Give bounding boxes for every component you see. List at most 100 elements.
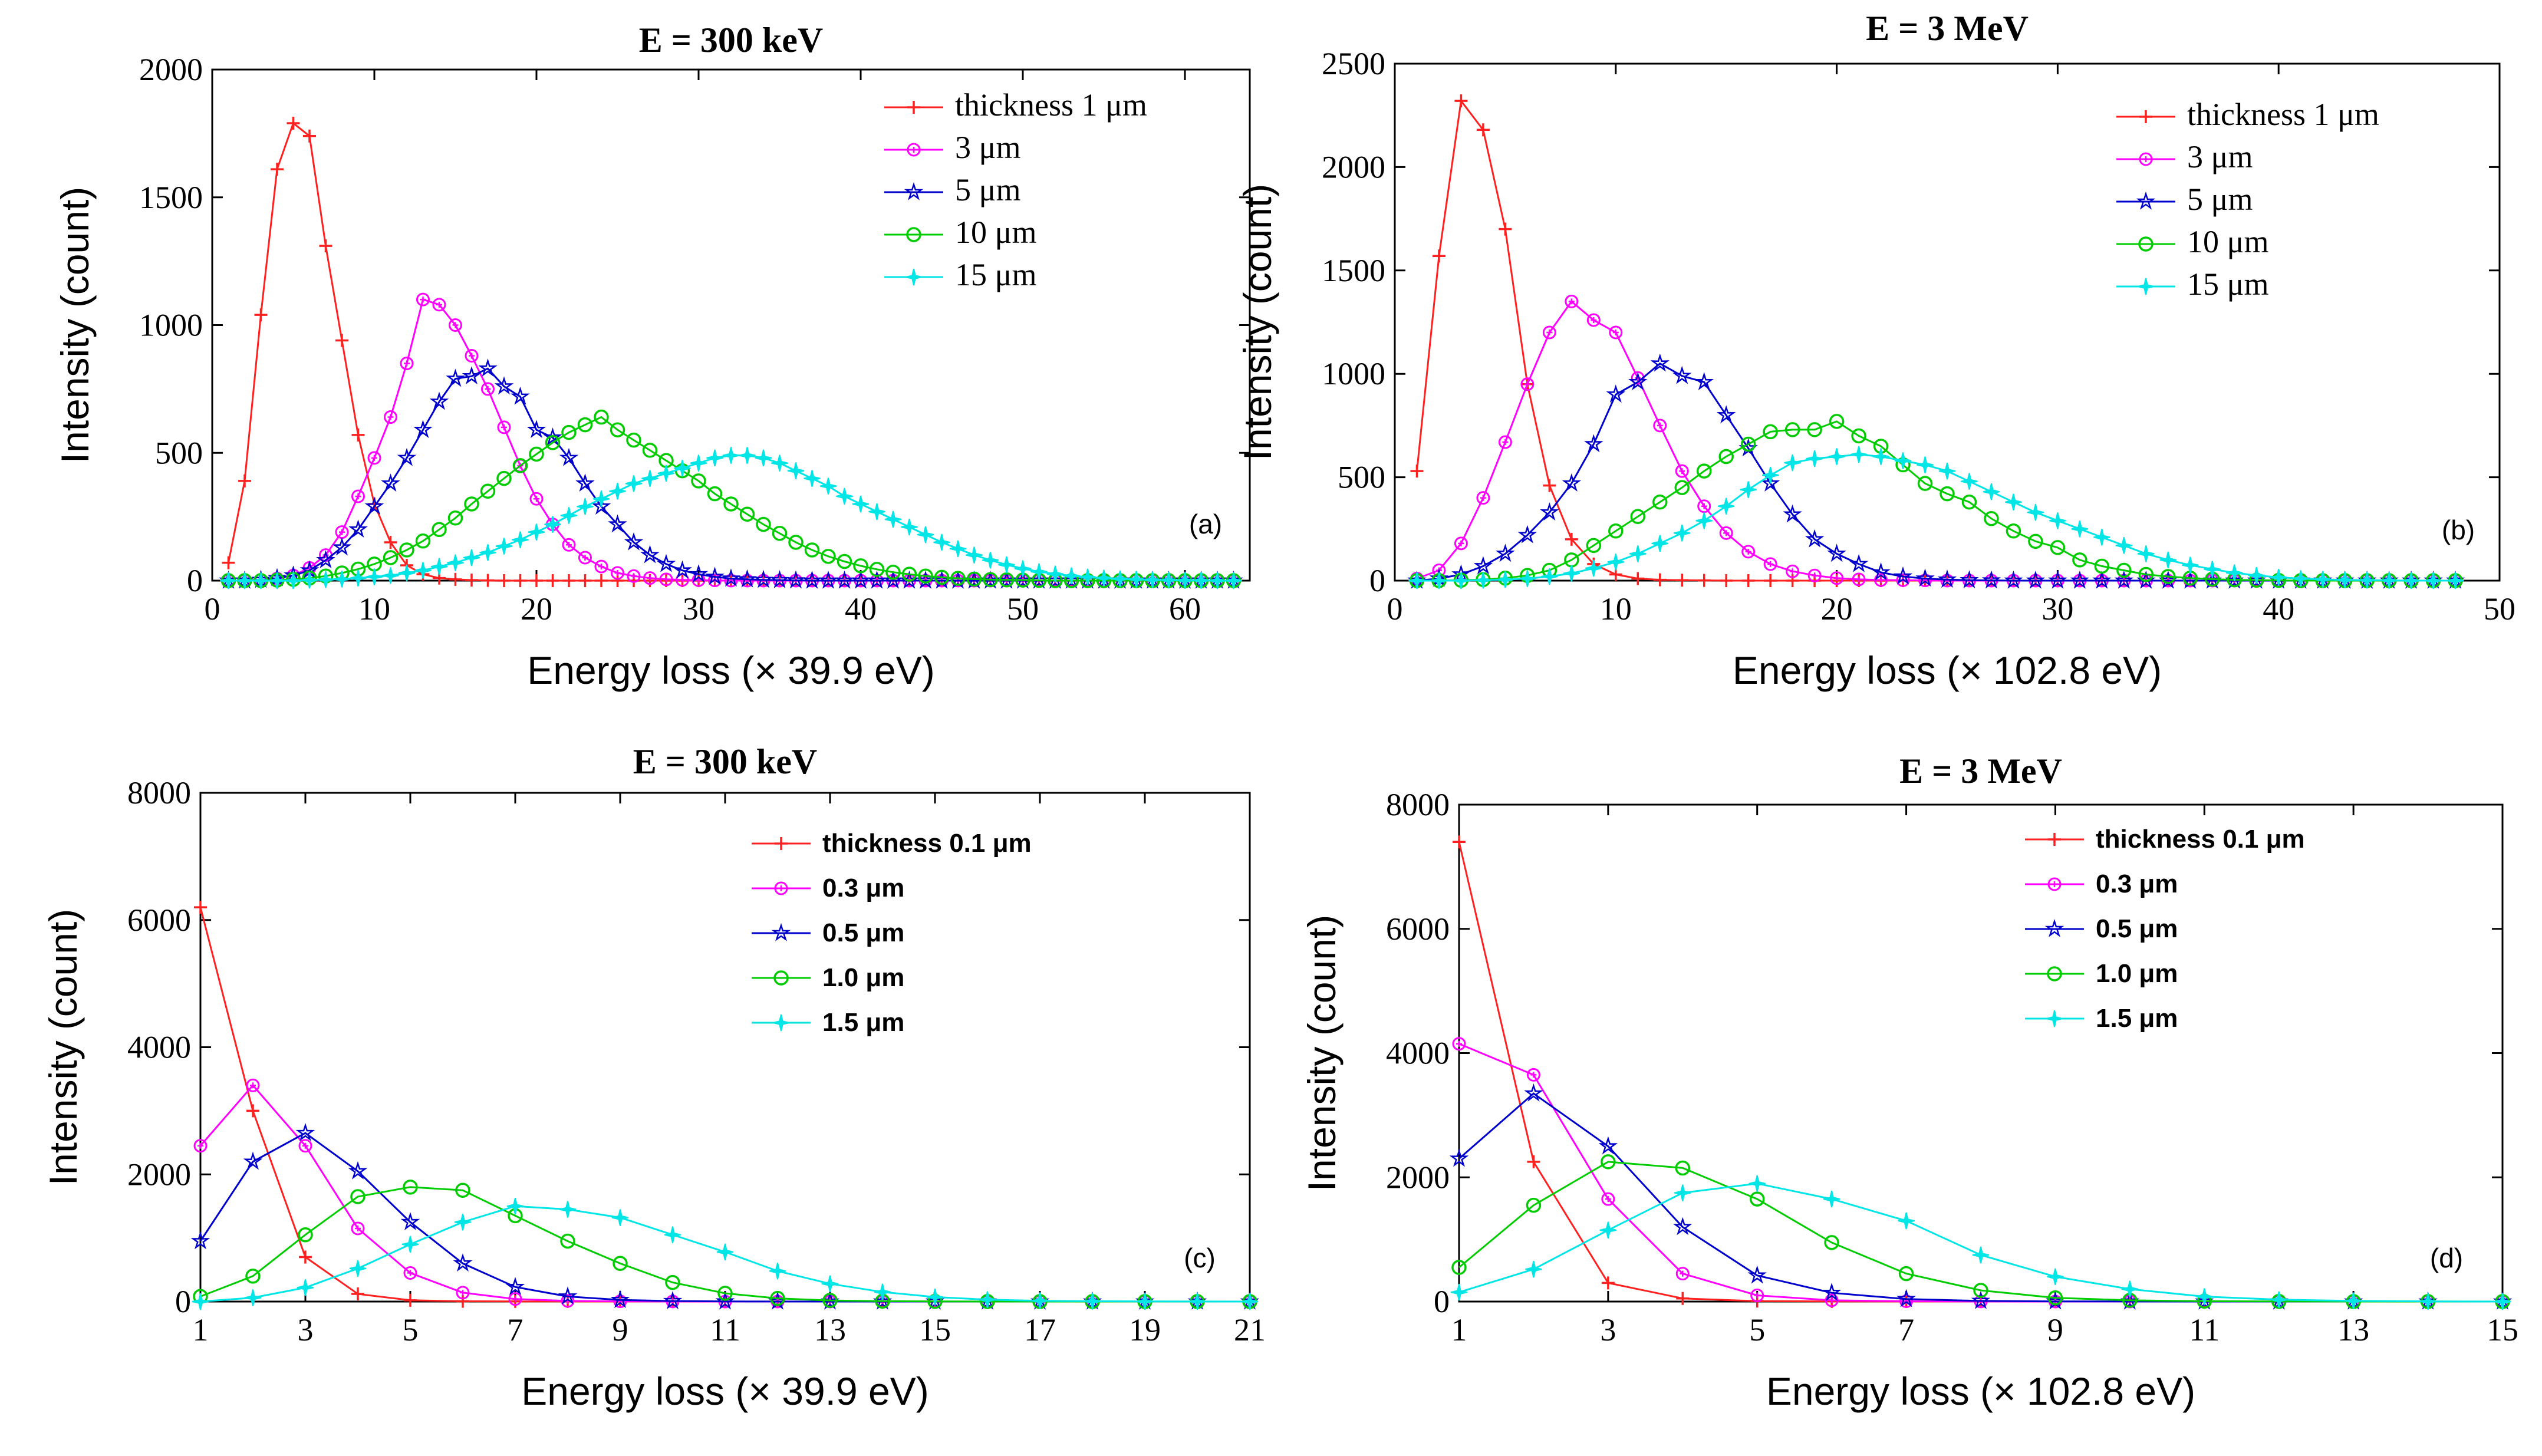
data-point [287, 117, 300, 130]
legend-marker [774, 881, 788, 895]
data-point [641, 470, 658, 487]
data-point [657, 465, 675, 482]
data-point [1095, 569, 1112, 587]
data-point [1850, 446, 1868, 463]
data-point [1030, 563, 1048, 581]
data-point [802, 570, 822, 589]
data-point [1750, 1288, 1764, 1302]
data-point [403, 1180, 418, 1195]
legend-entry: 3 μm [2116, 139, 2253, 174]
x-tick-label: 3 [298, 1312, 314, 1348]
data-point [723, 496, 739, 512]
legend-label: thickness 0.1 μm [2096, 825, 2305, 854]
data-point [298, 1227, 313, 1243]
data-point [1565, 294, 1579, 308]
data-point [611, 1209, 629, 1226]
series-4 [220, 447, 1242, 589]
data-point [399, 542, 414, 558]
legend-entry: 0.3 μm [2025, 869, 2178, 898]
x-tick-label: 20 [1821, 591, 1853, 627]
data-point [837, 554, 852, 569]
data-point [246, 1104, 259, 1118]
data-point [1915, 568, 1935, 587]
data-point [1697, 499, 1711, 513]
data-point [1586, 538, 1602, 554]
data-point [1720, 574, 1733, 587]
data-point [1651, 535, 1669, 552]
data-point [559, 447, 579, 466]
data-point [1452, 1037, 1466, 1051]
data-point [1894, 452, 1912, 469]
data-point [592, 490, 610, 508]
legend-entry: 5 μm [884, 172, 1020, 207]
data-point [1527, 1155, 1540, 1168]
data-point [513, 574, 527, 587]
legend-label: 1.5 μm [2096, 1004, 2178, 1033]
data-point [1695, 512, 1713, 529]
data-point [1498, 435, 1512, 449]
data-point [575, 473, 595, 492]
data-point [526, 420, 546, 439]
data-point [367, 451, 381, 465]
data-point [949, 540, 967, 558]
data-point [193, 1139, 208, 1153]
data-point [851, 570, 871, 589]
data-point [271, 163, 284, 176]
data-point [463, 549, 480, 566]
data-point [350, 569, 367, 587]
data-point [1740, 436, 1756, 452]
data-point [594, 409, 609, 425]
legend-marker [904, 182, 924, 200]
data-point [220, 572, 237, 589]
data-point [508, 1292, 522, 1306]
data-point [1601, 1192, 1615, 1206]
series-3 [1451, 1154, 2510, 1309]
data-point [2121, 1280, 2139, 1298]
data-point [2159, 551, 2177, 569]
data-point [413, 420, 433, 439]
data-point [739, 506, 755, 522]
data-point [1717, 498, 1735, 515]
data-point [2196, 1288, 2213, 1305]
legend-label: thickness 0.1 μm [822, 829, 1032, 858]
data-point [332, 537, 352, 556]
data-point [243, 1151, 263, 1170]
data-point [285, 572, 302, 589]
legend-marker [905, 268, 923, 286]
data-point [1160, 571, 1177, 589]
data-point [624, 532, 644, 551]
data-point [1631, 572, 1645, 585]
series-1 [1452, 1037, 2510, 1309]
legend-label: 3 μm [955, 130, 1020, 165]
data-point [706, 449, 723, 467]
data-point [398, 564, 416, 582]
y-tick-label: 2000 [1322, 149, 1385, 185]
data-point [1675, 1160, 1691, 1176]
data-point [2204, 561, 2221, 578]
data-point [397, 447, 417, 466]
data-point [769, 1262, 786, 1280]
data-point [1432, 249, 1445, 263]
data-point [351, 489, 365, 503]
legend-entry: 3 μm [884, 130, 1020, 165]
legend-marker [907, 101, 920, 114]
data-point [1136, 1293, 1154, 1310]
data-point [611, 574, 624, 587]
data-point [721, 568, 741, 587]
data-point [998, 556, 1015, 574]
data-point [1541, 568, 1558, 585]
data-point [400, 1212, 420, 1231]
data-point [2048, 570, 2067, 589]
data-point [663, 1291, 683, 1310]
chart-title: E = 3 MeV [1866, 9, 2029, 48]
data-point [1628, 372, 1648, 390]
data-point [254, 308, 268, 322]
data-point [715, 1291, 735, 1310]
data-point [1430, 572, 1448, 589]
data-point [562, 538, 576, 552]
data-point [415, 533, 431, 549]
legend-label: thickness 1 μm [2187, 97, 2379, 132]
legend-marker [2137, 278, 2155, 295]
data-point [447, 510, 463, 526]
